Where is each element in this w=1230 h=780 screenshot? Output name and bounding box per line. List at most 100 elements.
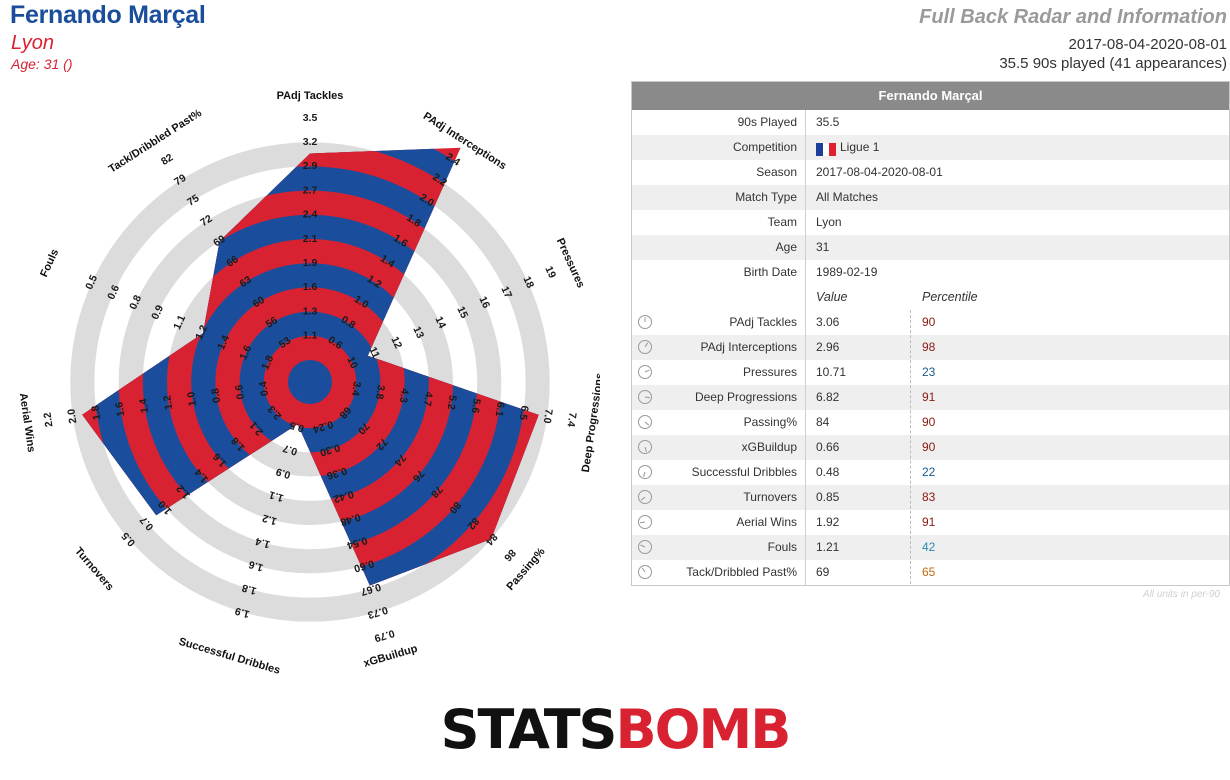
metric-percentile: 90 xyxy=(922,315,936,329)
metric-percentile: 90 xyxy=(922,415,936,429)
metric-row: Pressures 10.71 23 xyxy=(632,360,1229,385)
radar-tick-label: 82 xyxy=(159,151,175,167)
clock-icon xyxy=(638,465,652,479)
value-column-header: Value xyxy=(816,290,848,304)
radar-metric-label: Fouls xyxy=(38,247,61,279)
percentile-divider xyxy=(910,310,911,584)
radar-tick-label: 12 xyxy=(388,335,404,351)
metric-percentile: 91 xyxy=(922,515,936,529)
radar-tick-label: 0.6 xyxy=(233,384,247,400)
metric-label: Pressures xyxy=(742,365,797,379)
metric-row: Aerial Wins 1.92 91 xyxy=(632,510,1229,535)
radar-tick-label: 1.1 xyxy=(303,330,318,342)
radar-tick-label: 1.3 xyxy=(303,305,318,317)
metric-value: 84 xyxy=(816,415,830,429)
metric-value: 69 xyxy=(816,565,830,579)
info-value: Ligue 1 xyxy=(816,135,879,160)
radar-tick-label: 72 xyxy=(198,213,214,229)
clock-icon xyxy=(638,415,652,429)
france-flag-icon xyxy=(816,140,836,157)
radar-tick-label: 17 xyxy=(498,285,514,301)
radar-tick-label: 1.4 xyxy=(215,333,232,351)
player-name: Fernando Marçal xyxy=(10,1,206,29)
radar-tick-label: 0.30 xyxy=(318,441,341,458)
radar-tick-label: 3.8 xyxy=(373,384,387,400)
radar-tick-label: 1.8 xyxy=(89,404,103,420)
table-title: Fernando Marçal xyxy=(632,82,1229,110)
metric-value: 10.71 xyxy=(816,365,847,379)
radar-chart: 1.1 1.3 1.6 1.9 2.1 2.4 2.7 2.9 3.2 3.5 0.6 0.8 1.0 1… xyxy=(17,90,600,677)
metric-row: Passing% 84 90 xyxy=(632,410,1229,435)
radar-tick-label: 18 xyxy=(520,275,536,291)
radar-tick-label: 56 xyxy=(264,314,280,330)
info-row: Match Type All Matches xyxy=(632,185,1229,210)
clock-icon xyxy=(638,515,652,529)
metric-row: Successful Dribbles 0.48 22 xyxy=(632,460,1229,485)
metric-row: PAdj Interceptions 2.96 98 xyxy=(632,335,1229,360)
radar-tick-label: 6.5 xyxy=(517,405,531,421)
metric-value: 0.85 xyxy=(816,490,840,504)
radar-center xyxy=(288,360,332,404)
radar-tick-label: 2.0 xyxy=(65,408,79,424)
radar-tick-label: 2.9 xyxy=(303,160,318,172)
info-row: Team Lyon xyxy=(632,210,1229,235)
player-info-table: Fernando Marçal 90s Played 35.5 Competitio… xyxy=(631,81,1230,586)
metric-value: 1.92 xyxy=(816,515,840,529)
metric-percentile: 65 xyxy=(922,565,936,579)
metric-percentile: 91 xyxy=(922,390,936,404)
metric-label: PAdj Interceptions xyxy=(700,340,798,354)
radar-tick-label: 0.5 xyxy=(83,273,100,291)
metric-percentile: 98 xyxy=(922,340,936,354)
metric-label: Turnovers xyxy=(743,490,797,504)
radar-tick-label: 75 xyxy=(185,192,201,208)
info-row: Age 31 xyxy=(632,235,1229,260)
radar-tick-label: 1.1 xyxy=(171,313,188,331)
radar-tick-label: 1.2 xyxy=(261,512,279,528)
radar-tick-label: 0.54 xyxy=(346,534,369,551)
radar-tick-label: 1.2 xyxy=(161,394,175,410)
radar-tick-label: 15 xyxy=(454,305,470,321)
date-range: 2017-08-04-2020-08-01 xyxy=(1068,36,1227,53)
radar-tick-label: 7.4 xyxy=(565,412,579,428)
metric-label: Fouls xyxy=(767,540,797,554)
metric-label: Tack/Dribbled Past% xyxy=(686,565,797,579)
metric-row: PAdj Tackles 3.06 90 xyxy=(632,310,1229,335)
clock-icon xyxy=(638,565,652,579)
percentile-column-header: Percentile xyxy=(922,290,978,304)
radar-tick-label: 1.2 xyxy=(193,323,210,341)
radar-tick-label: 5.2 xyxy=(445,394,459,410)
radar-tick-label: 1.9 xyxy=(233,604,251,620)
radar-tick-label: 0.9 xyxy=(149,303,166,321)
radar-tick-label: 2.1 xyxy=(303,233,318,245)
radar-tick-label: 1.6 xyxy=(113,401,127,417)
info-value: Lyon xyxy=(816,215,842,229)
radar-tick-label: 1.8 xyxy=(259,353,276,371)
info-value: All Matches xyxy=(816,190,879,204)
radar-tick-label: 0.48 xyxy=(339,511,362,528)
radar-tick-label: 6.1 xyxy=(493,401,507,417)
metric-header-row: Value Percentile xyxy=(632,285,1229,310)
logo-part-bomb: BOMB xyxy=(615,698,791,761)
radar-tick-label: 0.5 xyxy=(288,419,306,435)
info-label: Birth Date xyxy=(743,265,797,279)
clock-icon xyxy=(638,540,652,554)
metric-value: 2.96 xyxy=(816,340,840,354)
metric-label: Deep Progressions xyxy=(694,390,797,404)
metric-label: PAdj Tackles xyxy=(729,315,797,329)
info-row: 90s Played 35.5 xyxy=(632,110,1229,135)
radar-tick-label: 1.4 xyxy=(254,535,272,551)
metric-label: Passing% xyxy=(743,415,797,429)
radar-tick-label: 0.6 xyxy=(105,283,122,301)
info-row: Birth Date 1989-02-19 xyxy=(632,260,1229,285)
radar-tick-label: 63 xyxy=(238,274,254,290)
radar-tick-label: 0.60 xyxy=(352,557,375,574)
units-note: All units in per-90 xyxy=(1142,589,1220,600)
radar-tick-label: 66 xyxy=(224,253,240,269)
radar-tick-label: 1.8 xyxy=(240,581,258,597)
metric-value: 0.48 xyxy=(816,465,840,479)
radar-tick-label: 3.5 xyxy=(303,112,318,124)
radar-tick-label: 7.0 xyxy=(541,408,555,424)
metric-row: Tack/Dribbled Past% 69 65 xyxy=(632,560,1229,585)
info-label: Team xyxy=(767,215,797,229)
clock-icon xyxy=(638,440,652,454)
